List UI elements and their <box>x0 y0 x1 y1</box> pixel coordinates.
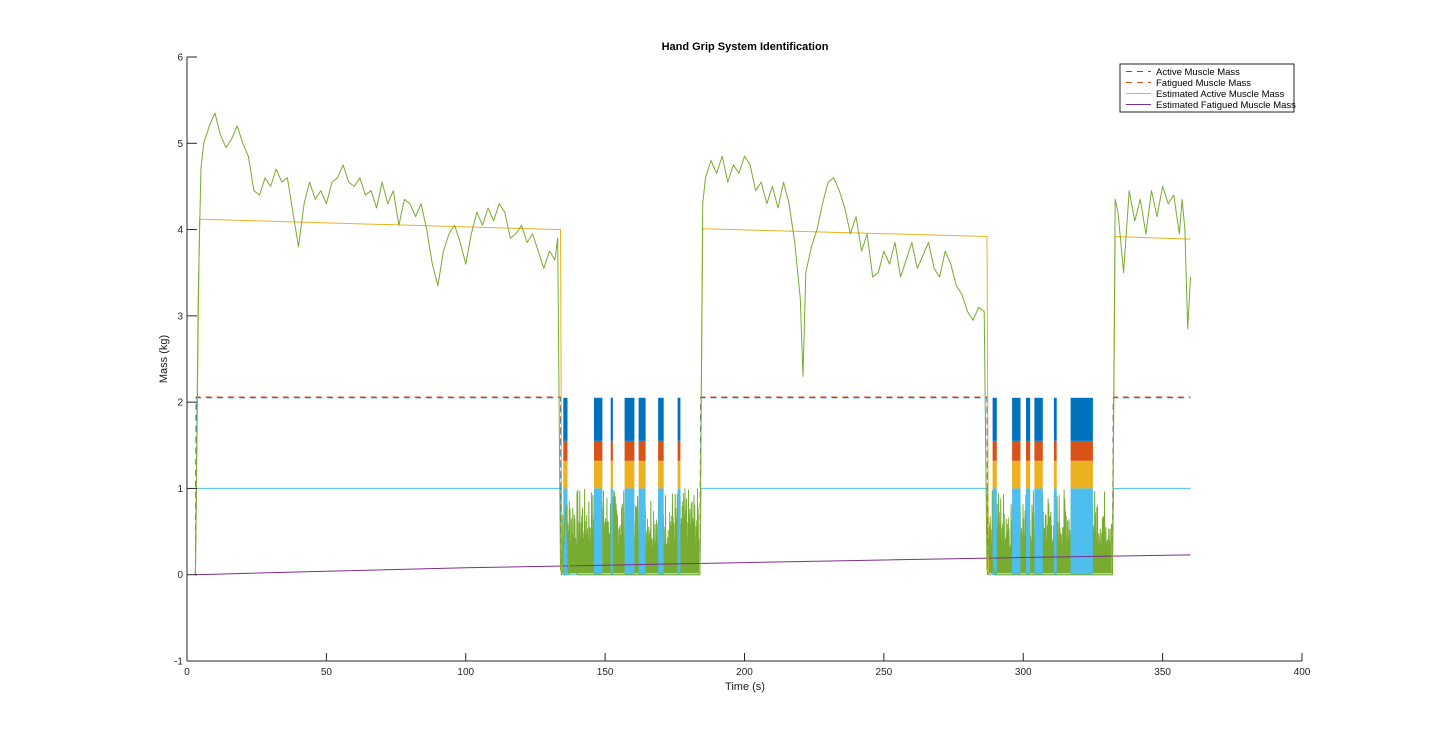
burst-yellow-bar <box>1034 460 1043 489</box>
burst-cyan-bar <box>638 488 646 575</box>
burst-orange-bar <box>1070 441 1093 461</box>
x-tick-label: 250 <box>876 667 893 678</box>
y-tick-label: 0 <box>177 570 183 581</box>
burst-cyan-bar <box>563 488 568 575</box>
burst-orange-bar <box>992 441 997 461</box>
y-tick-label: 1 <box>177 484 183 495</box>
burst-blue-bar <box>594 397 603 441</box>
legend-entry: Estimated Fatigued Muscle Mass <box>1156 100 1296 111</box>
burst-blue-bar <box>1026 397 1031 441</box>
x-tick-label: 350 <box>1154 667 1171 678</box>
burst-yellow-bar <box>658 460 664 489</box>
y-tick-label: 5 <box>177 139 183 150</box>
burst-yellow-bar <box>1070 460 1093 489</box>
x-tick-label: 200 <box>736 667 753 678</box>
y-tick-label: 2 <box>177 398 183 409</box>
x-tick-label: 0 <box>184 667 190 678</box>
burst-yellow-bar <box>624 460 635 489</box>
burst-orange-bar <box>658 441 664 461</box>
burst-yellow-bar <box>1026 460 1031 489</box>
burst-cyan-bar <box>1053 488 1057 575</box>
burst-orange-bar <box>624 441 635 461</box>
burst-yellow-bar <box>1053 460 1057 489</box>
burst-blue-bar <box>1012 397 1021 441</box>
x-tick-label: 300 <box>1015 667 1032 678</box>
x-tick-label: 50 <box>321 667 333 678</box>
x-axis-label: Time (s) <box>725 681 765 693</box>
y-tick-label: 4 <box>177 225 183 236</box>
burst-orange-bar <box>677 441 681 461</box>
burst-orange-bar <box>594 441 603 461</box>
burst-orange-bar <box>610 441 613 461</box>
burst-orange-bar <box>1053 441 1057 461</box>
x-tick-label: 400 <box>1294 667 1311 678</box>
burst-blue-bar <box>1070 397 1093 441</box>
burst-blue-bar <box>1034 397 1043 441</box>
burst-blue-bar <box>1053 397 1057 441</box>
burst-blue-bar <box>610 397 613 441</box>
y-tick-label: 3 <box>177 311 183 322</box>
burst-cyan-bar <box>1026 488 1031 575</box>
burst-blue-bar <box>638 397 646 441</box>
burst-cyan-bar <box>594 488 603 575</box>
x-tick-label: 100 <box>457 667 474 678</box>
x-tick-label: 150 <box>597 667 614 678</box>
burst-blue-bar <box>677 397 681 441</box>
burst-cyan-bar <box>1012 488 1021 575</box>
legend-entry: Estimated Active Muscle Mass <box>1156 89 1285 100</box>
burst-cyan-bar <box>610 488 613 575</box>
chart-title: Hand Grip System Identification <box>662 41 829 53</box>
legend-entry: Active Muscle Mass <box>1156 67 1240 78</box>
burst-cyan-bar <box>658 488 664 575</box>
burst-cyan-bar <box>992 488 997 575</box>
y-axis-label: Mass (kg) <box>158 335 170 383</box>
plot-area <box>194 112 1191 576</box>
measured-line <box>194 112 1191 576</box>
burst-yellow-bar <box>638 460 646 489</box>
burst-orange-bar <box>1034 441 1043 461</box>
burst-orange-bar <box>1026 441 1031 461</box>
burst-yellow-bar <box>677 460 681 489</box>
burst-blue-bar <box>624 397 635 441</box>
burst-yellow-bar <box>563 460 568 489</box>
y-tick-label: -1 <box>174 657 183 668</box>
burst-cyan-bar <box>677 488 681 575</box>
burst-yellow-bar <box>610 460 613 489</box>
estimated-fatigued-line <box>195 554 1191 576</box>
y-tick-label: 6 <box>177 53 183 64</box>
burst-yellow-bar <box>992 460 997 489</box>
burst-yellow-bar <box>1012 460 1021 489</box>
burst-cyan-bar <box>1034 488 1043 575</box>
burst-cyan-bar <box>1070 488 1093 575</box>
legend-entry: Fatigued Muscle Mass <box>1156 78 1251 89</box>
burst-yellow-bar <box>594 460 603 489</box>
burst-blue-bar <box>992 397 997 441</box>
burst-cyan-bar <box>624 488 635 575</box>
axes <box>186 56 1303 662</box>
burst-blue-bar <box>658 397 664 441</box>
burst-orange-bar <box>563 441 568 461</box>
burst-orange-bar <box>638 441 646 461</box>
burst-blue-bar <box>563 397 568 441</box>
burst-orange-bar <box>1012 441 1021 461</box>
